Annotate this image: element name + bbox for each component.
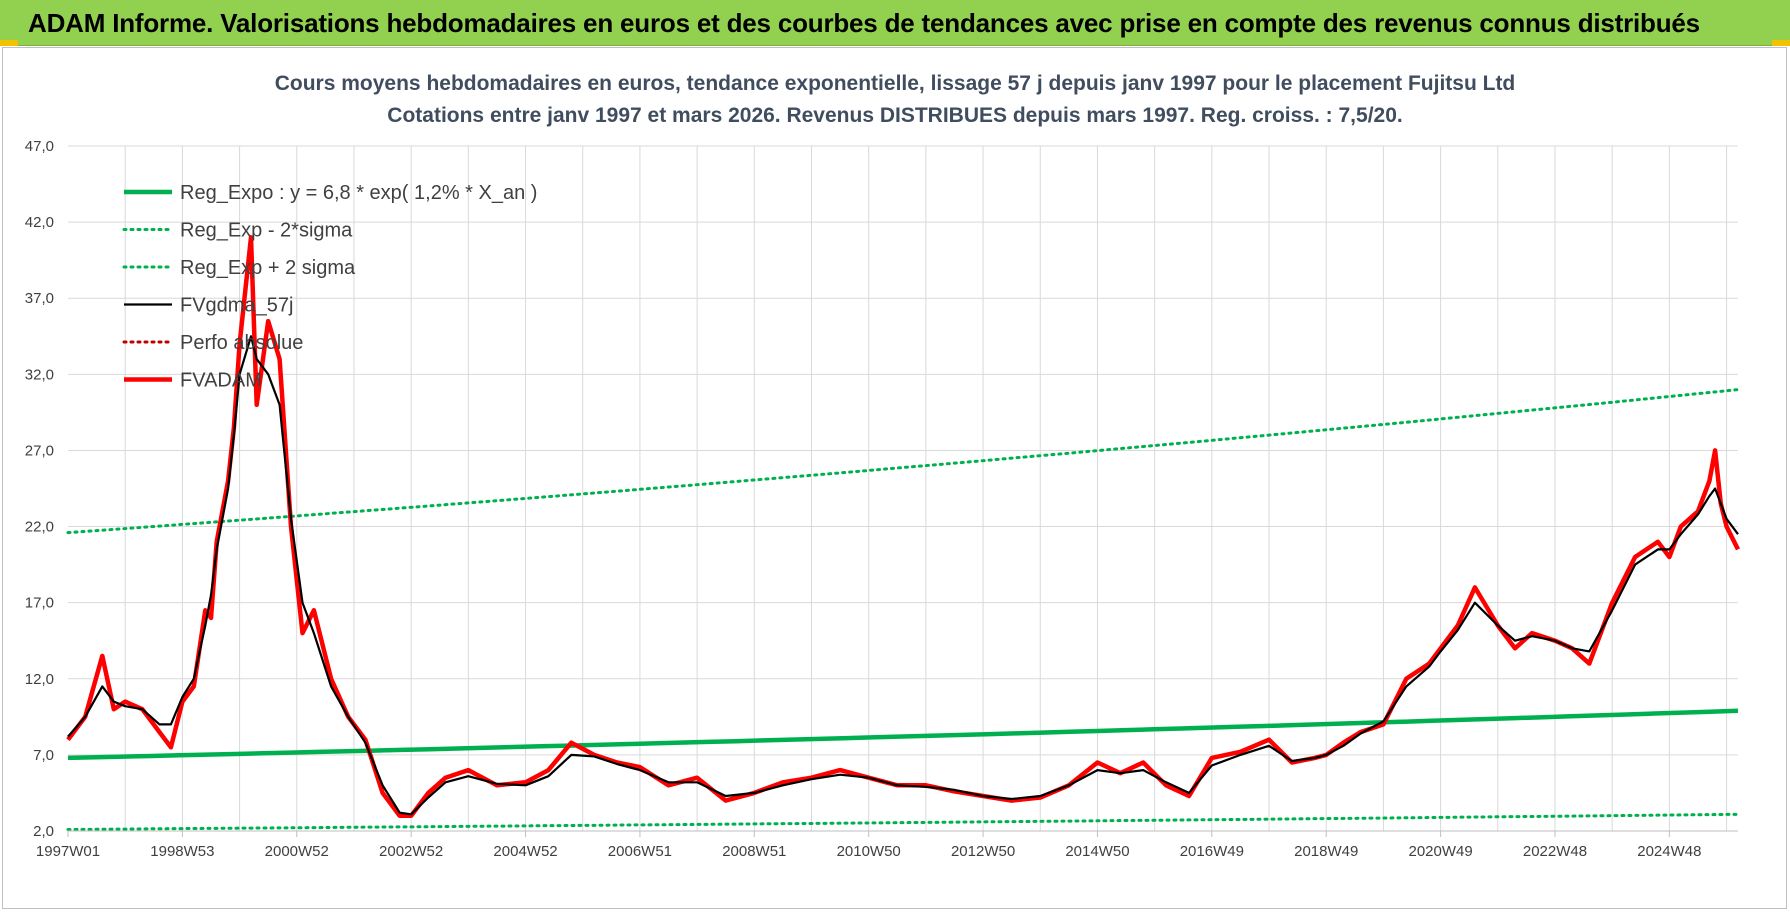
- x-tick-label: 2016W49: [1180, 843, 1244, 860]
- x-tick-label: 2012W50: [951, 843, 1015, 860]
- y-tick-label: 47,0: [25, 138, 54, 155]
- chart-grid: [68, 145, 1738, 832]
- chart-legend: Reg_Expo : y = 6,8 * exp( 1,2% * X_an ) R…: [122, 182, 537, 392]
- legend-label: Reg_Exp - 2*sigma: [180, 220, 353, 242]
- y-tick-label: 22,0: [25, 519, 54, 536]
- y-tick-label: 27,0: [25, 442, 54, 459]
- series-line-reg-exp-2-sigma: [66, 812, 1740, 831]
- y-tick-label: 12,0: [25, 671, 54, 688]
- chart-frame: [2, 47, 1787, 909]
- y-tick-label: 32,0: [25, 366, 54, 383]
- series-line-reg-exp-2-sigma: [66, 388, 1740, 535]
- legend-label: FVgdma_57j: [180, 295, 293, 317]
- legend-label: Perfo absolue: [180, 332, 303, 354]
- chart-series: [66, 235, 1741, 831]
- y-tick-label: 37,0: [25, 290, 54, 307]
- y-tick-label: 7,0: [33, 747, 54, 764]
- series-line-fvgdma-57j: [67, 335, 1739, 816]
- y-tick-label: 17,0: [25, 595, 54, 612]
- x-tick-label: 1997W01: [36, 843, 100, 860]
- x-tick-label: 2004W52: [493, 843, 557, 860]
- series-line-reg-expo-y-6-8-exp-1-2-x-an: [67, 708, 1739, 761]
- x-tick-label: 2002W52: [379, 843, 443, 860]
- report-banner: ADAM Informe. Valorisations hebdomadaire…: [0, 0, 1790, 46]
- x-tick-label: 2010W50: [837, 843, 901, 860]
- y-tick-label: 42,0: [25, 214, 54, 231]
- x-tick-label: 2000W52: [265, 843, 329, 860]
- x-tick-label: 2018W49: [1294, 843, 1358, 860]
- x-tick-label: 2014W50: [1065, 843, 1129, 860]
- x-tick-label: 1998W53: [150, 843, 214, 860]
- legend-label: FVADAM: [180, 370, 262, 392]
- series-line-fvadam: [66, 235, 1741, 819]
- legend-label: Reg_Exp + 2 sigma: [180, 257, 356, 279]
- x-tick-label: 2020W49: [1408, 843, 1472, 860]
- chart-title: Cours moyens hebdomadaires en euros, ten…: [274, 72, 1516, 95]
- x-tick-label: 2008W51: [722, 843, 786, 860]
- y-tick-label: 2,0: [33, 823, 54, 840]
- legend-label: Reg_Expo : y = 6,8 * exp( 1,2% * X_an ): [180, 182, 537, 204]
- x-tick-label: 2022W48: [1523, 843, 1587, 860]
- corner-marker-right: [1772, 40, 1790, 46]
- chart-subtitle: Cotations entre janv 1997 et mars 2026. …: [387, 104, 1403, 127]
- x-tick-label: 2006W51: [608, 843, 672, 860]
- report-banner-title: ADAM Informe. Valorisations hebdomadaire…: [28, 8, 1700, 38]
- chart-axes: 2,0 7,0 12,0 17,0 22,0 27,0 32,0 37,0 42,0 47,0 19…: [25, 138, 1738, 860]
- x-tick-label: 2024W48: [1637, 843, 1701, 860]
- corner-marker-left: [0, 40, 18, 46]
